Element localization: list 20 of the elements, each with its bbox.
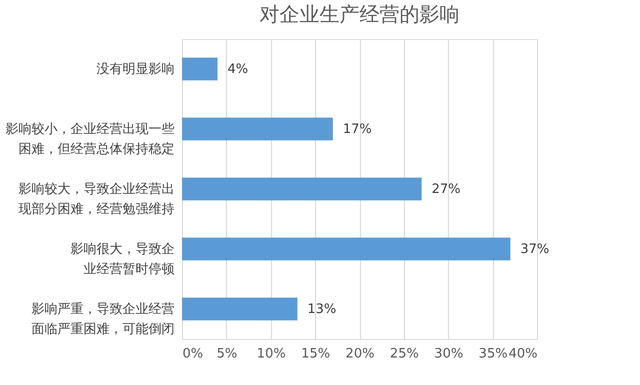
x-tick-label: 15% — [301, 346, 330, 362]
x-tick-label: 35% — [478, 346, 508, 362]
data-label: 4% — [228, 62, 248, 77]
y-tick-label: 影响严重，导致企业经营面临严重困难，可能倒闭 — [32, 302, 174, 337]
x-tick-label: 30% — [434, 346, 464, 362]
data-label: 13% — [307, 302, 336, 317]
y-tick-label: 影响较大，导致企业经营出现部分困难，经营勉强维持 — [18, 182, 174, 217]
chart-title: 对企业生产经营的影响 — [260, 2, 460, 26]
y-tick-label: 没有明显影响 — [96, 62, 174, 77]
x-tick-label: 5% — [216, 346, 238, 362]
data-label: 37% — [520, 242, 550, 257]
x-tick-label: 0% — [182, 346, 204, 362]
x-tick-label: 20% — [346, 346, 374, 362]
y-tick-label: 影响很大，导致企业经营暂时停顿 — [70, 242, 174, 277]
data-label: 17% — [342, 122, 372, 137]
x-tick-label: 40% — [508, 346, 538, 362]
x-tick-label: 25% — [390, 346, 419, 362]
data-label: 27% — [432, 182, 461, 197]
y-tick-label: 影响较小，企业经营出现一些困难，但经营总体保持稳定 — [6, 122, 174, 157]
x-tick-label: 10% — [256, 346, 286, 362]
